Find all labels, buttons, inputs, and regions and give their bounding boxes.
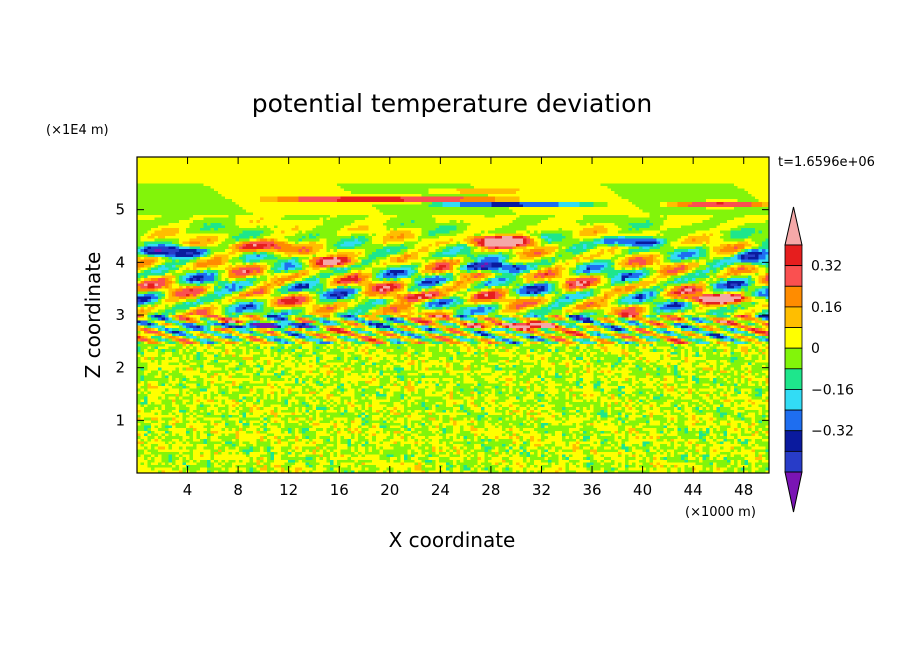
time-label: t=1.6596e+06 [778,155,875,170]
colorbar-bottom-arrow [784,471,803,513]
x-tick-label: 24 [431,481,450,499]
colorbar-label: 0 [811,341,820,357]
x-tick-label: 4 [183,481,193,499]
colorbar-swatch [784,244,803,267]
x-tick-label: 12 [279,481,298,499]
colorbar-label: 0.32 [811,259,842,275]
y-tick-label: 3 [115,306,125,324]
colorbar-swatch [784,430,803,452]
colorbar-label: 0.16 [811,300,842,316]
x-tick-label: 20 [380,481,399,499]
colorbar: 0.32 0.16 0 −0.16 −0.32 [784,206,854,513]
colorbar-swatch [784,347,803,370]
y-unit-label: (×1E4 m) [46,123,109,138]
x-axis-ticks: 4 8 12 16 20 24 28 32 36 40 44 48 [183,157,753,499]
colorbar-top-arrow [784,206,803,246]
colorbar-label: −0.16 [811,382,854,398]
x-tick-label: 28 [481,481,500,499]
y-tick-label: 5 [115,201,125,219]
y-tick-label: 2 [115,359,125,377]
contour-raster [137,157,769,473]
y-axis-ticks: 1 2 3 4 5 [115,201,769,429]
colorbar-swatch [784,285,803,308]
contour-field [137,157,769,473]
colorbar-swatch [784,409,803,432]
colorbar-swatch [784,450,803,473]
y-tick-label: 1 [115,411,125,429]
colorbar-swatch [784,368,803,390]
x-tick-label: 16 [330,481,349,499]
x-tick-label: 32 [532,481,551,499]
x-unit-label: (×1000 m) [685,505,756,520]
y-tick-label: 4 [115,253,125,271]
colorbar-label: −0.32 [811,424,854,440]
colorbar-swatch [784,265,803,287]
plot-area [136,156,770,474]
y-axis-title: Z coordinate [81,252,105,379]
colorbar-swatch [784,306,803,328]
x-axis-title: X coordinate [389,528,516,552]
colorbar-swatch [784,389,803,411]
x-tick-label: 8 [233,481,243,499]
x-tick-label: 48 [734,481,753,499]
colorbar-swatch [784,327,803,349]
x-tick-label: 40 [633,481,652,499]
x-tick-label: 36 [582,481,601,499]
x-tick-label: 44 [684,481,703,499]
chart-title: potential temperature deviation [252,89,652,118]
